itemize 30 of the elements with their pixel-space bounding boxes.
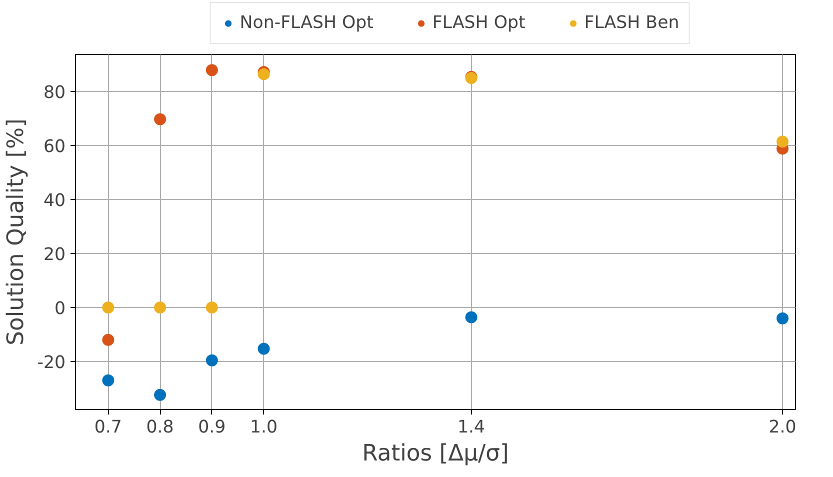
point — [776, 312, 789, 324]
y-axis-title: Solution Quality [%] — [3, 118, 30, 346]
point — [776, 136, 789, 148]
y-tick-label: 0 — [54, 299, 66, 320]
point — [206, 64, 218, 76]
point — [206, 302, 218, 314]
x-tick-label: 1.0 — [250, 418, 278, 438]
legend-label: FLASH Opt — [432, 13, 526, 33]
y-tick-label: 80 — [43, 83, 66, 104]
y-tick-label: 40 — [43, 191, 66, 212]
point — [258, 342, 270, 355]
legend-label: FLASH Ben — [584, 13, 680, 33]
point — [154, 388, 166, 401]
point — [154, 113, 166, 126]
point — [102, 334, 114, 346]
x-axis-title: Ratios [Δμ/σ] — [362, 440, 509, 466]
x-tick-label: 0.7 — [94, 418, 122, 438]
x-tick-label: 0.8 — [146, 418, 174, 438]
point — [154, 302, 166, 314]
y-tick-label: -20 — [37, 352, 66, 373]
point — [102, 374, 114, 386]
y-tick-label: 60 — [43, 137, 66, 158]
x-tick-label: 1.4 — [458, 418, 486, 438]
point — [102, 302, 114, 314]
point — [206, 354, 218, 366]
x-tick-label: 0.9 — [198, 418, 226, 438]
y-tick-label: 20 — [43, 245, 66, 266]
x-tick-label: 2.0 — [768, 418, 796, 438]
point — [465, 311, 478, 324]
legend-label: Non-FLASH Opt — [240, 13, 374, 33]
